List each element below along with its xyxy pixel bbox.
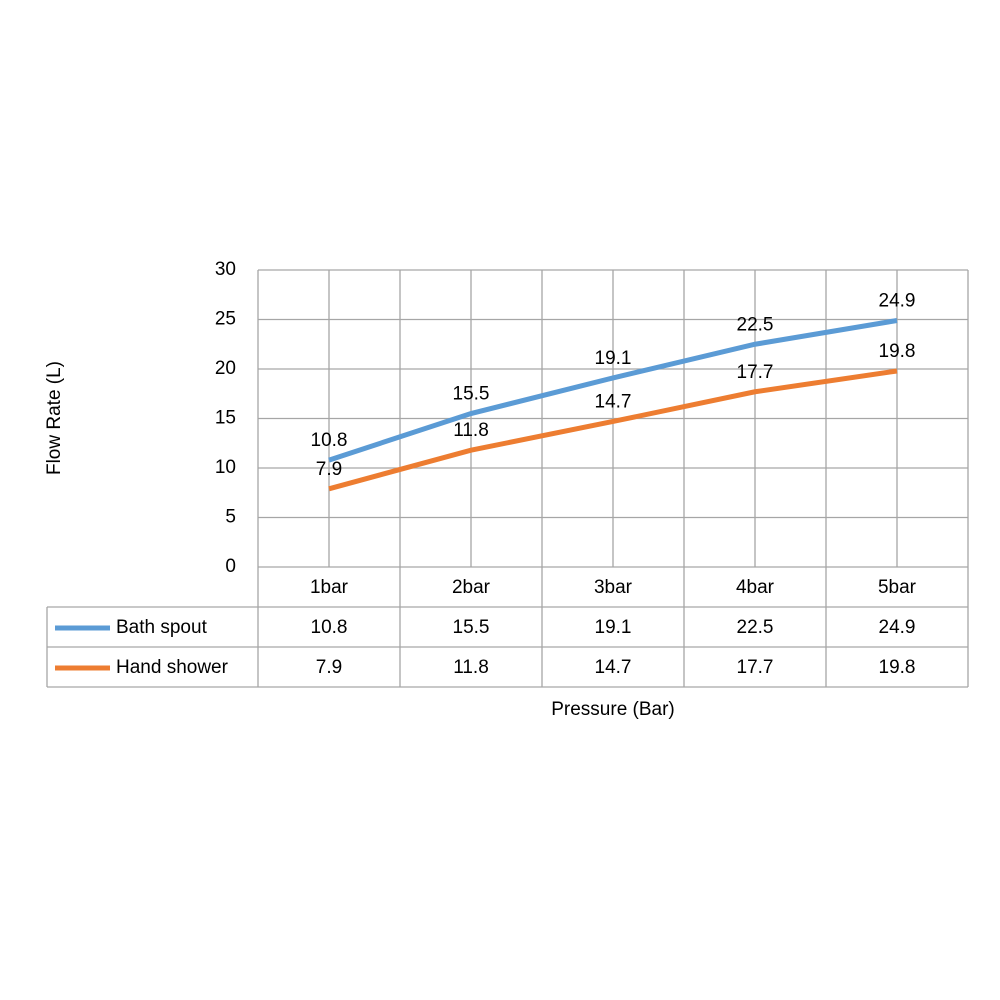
series-line <box>328 368 898 492</box>
legend-label: Hand shower <box>116 657 229 678</box>
table-cell: 17.7 <box>737 657 774 678</box>
data-label: 7.9 <box>316 459 342 480</box>
y-tick-label: 20 <box>215 358 236 379</box>
y-tick-label: 30 <box>215 259 236 280</box>
data-label: 10.8 <box>311 430 348 451</box>
data-label: 14.7 <box>595 391 632 412</box>
table-cell: 15.5 <box>453 617 490 638</box>
table-cell: 22.5 <box>737 617 774 638</box>
table-cell: 14.7 <box>595 657 632 678</box>
data-label: 17.7 <box>737 362 774 383</box>
y-tick-label: 0 <box>225 556 236 577</box>
y-tick-label: 10 <box>215 457 236 478</box>
x-tick-label: 3bar <box>594 577 633 598</box>
table-cell: 19.8 <box>879 657 916 678</box>
series-line <box>328 318 898 463</box>
table-cell: 7.9 <box>316 657 342 678</box>
data-label: 22.5 <box>737 314 774 335</box>
data-label: 19.1 <box>595 348 632 369</box>
table-cell: 10.8 <box>311 617 348 638</box>
y-tick-label: 5 <box>225 507 236 528</box>
table-cell: 11.8 <box>453 657 489 678</box>
x-tick-label: 4bar <box>736 577 775 598</box>
y-tick-label: 15 <box>215 408 236 429</box>
y-axis-title: Flow Rate (L) <box>44 361 65 475</box>
data-label: 24.9 <box>879 291 916 312</box>
x-tick-label: 2bar <box>452 577 491 598</box>
legend-label: Bath spout <box>116 617 208 638</box>
table-cell: 24.9 <box>879 617 916 638</box>
x-tick-label: 1bar <box>310 577 349 598</box>
data-label: 11.8 <box>453 420 489 441</box>
x-tick-label: 5bar <box>878 577 917 598</box>
y-tick-label: 25 <box>215 309 236 330</box>
table-cell: 19.1 <box>595 617 632 638</box>
x-axis-title: Pressure (Bar) <box>551 699 675 720</box>
data-label: 15.5 <box>453 384 490 405</box>
data-label: 19.8 <box>879 341 916 362</box>
